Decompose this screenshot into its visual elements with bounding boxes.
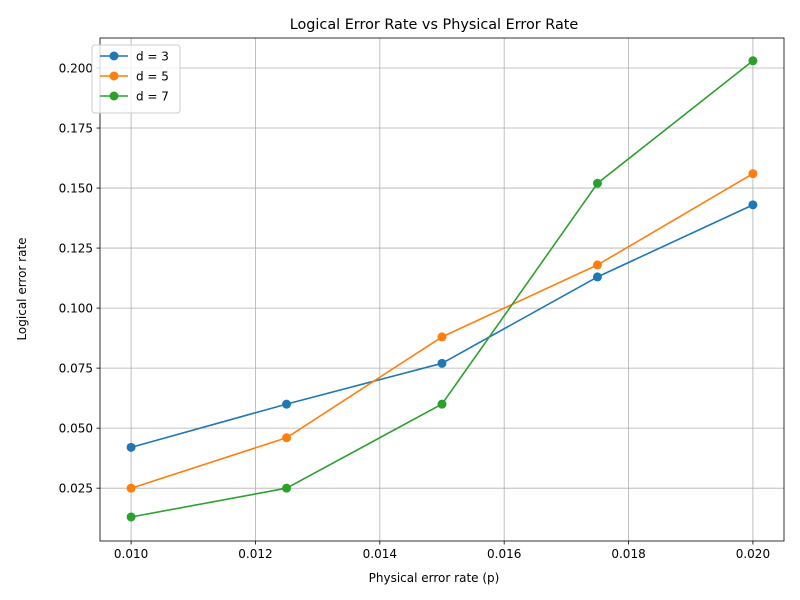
plot-series xyxy=(126,56,758,522)
x-tick-label: 0.012 xyxy=(238,547,272,561)
data-point xyxy=(592,260,602,270)
legend: d = 3 d = 5 d = 7 xyxy=(91,44,181,114)
series-1 xyxy=(126,200,758,452)
series-line xyxy=(130,60,754,518)
legend-marker xyxy=(109,91,119,101)
x-tick-label: 0.018 xyxy=(611,547,645,561)
x-tick-label: 0.014 xyxy=(363,547,397,561)
legend-item: d = 7 xyxy=(100,90,169,104)
x-tick-label: 0.010 xyxy=(114,547,148,561)
x-tick-label: 0.016 xyxy=(487,547,521,561)
data-point xyxy=(437,399,447,409)
series-3 xyxy=(126,56,758,522)
plot-frame xyxy=(99,37,785,542)
data-point xyxy=(748,56,758,66)
grid-lines xyxy=(100,38,784,541)
legend-label: d = 7 xyxy=(136,90,169,104)
series-line xyxy=(130,204,754,449)
series-2 xyxy=(126,169,758,493)
legend-label: d = 5 xyxy=(136,70,169,84)
data-point xyxy=(437,332,447,342)
x-axis-label: Physical error rate (p) xyxy=(369,571,500,585)
y-tick-label: 0.175 xyxy=(59,122,93,136)
data-point xyxy=(282,433,292,443)
y-tick-label: 0.025 xyxy=(59,482,93,496)
data-point xyxy=(282,483,292,493)
data-point xyxy=(748,169,758,179)
y-axis-label: Logical error rate xyxy=(15,237,29,340)
data-point xyxy=(437,358,447,368)
legend-marker xyxy=(109,51,119,61)
x-axis: 0.010 0.012 0.014 0.016 0.018 0.020 xyxy=(114,541,770,561)
data-point xyxy=(126,442,136,452)
data-point xyxy=(126,483,136,493)
y-tick-label: 0.125 xyxy=(59,242,93,256)
y-tick-label: 0.150 xyxy=(59,182,93,196)
legend-label: d = 3 xyxy=(136,50,169,64)
data-point xyxy=(126,512,136,522)
data-point xyxy=(592,178,602,188)
y-tick-label: 0.100 xyxy=(59,302,93,316)
series-line xyxy=(130,173,754,489)
y-tick-label: 0.075 xyxy=(59,362,93,376)
y-axis: 0.025 0.050 0.075 0.100 0.125 0.150 0.175 0.200 xyxy=(59,62,100,496)
y-tick-label: 0.050 xyxy=(59,422,93,436)
chart-title: Logical Error Rate vs Physical Error Rat… xyxy=(290,17,579,33)
data-point xyxy=(592,272,602,282)
data-point xyxy=(282,399,292,409)
legend-marker xyxy=(109,71,119,81)
legend-item: d = 5 xyxy=(100,70,169,84)
y-tick-label: 0.200 xyxy=(59,62,93,76)
data-point xyxy=(748,200,758,210)
legend-item: d = 3 xyxy=(100,50,169,64)
x-tick-label: 0.020 xyxy=(736,547,770,561)
